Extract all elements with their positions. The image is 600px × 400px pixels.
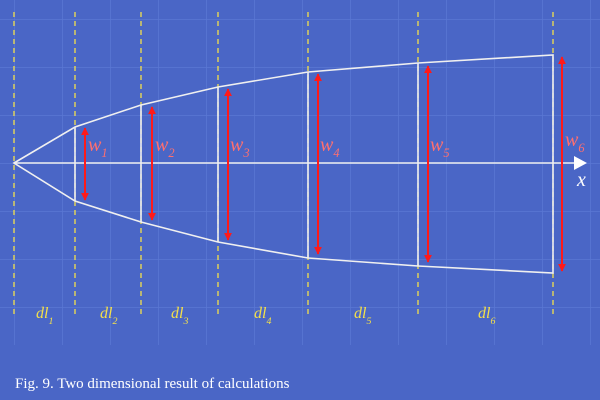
segment-label-index: 1	[48, 316, 53, 327]
width-label-symbol: w	[565, 129, 579, 151]
grid	[0, 0, 600, 345]
segment-label-symbol: dl	[254, 305, 267, 322]
segment-label: dl6	[478, 305, 495, 327]
segment-label-index: 5	[366, 316, 371, 327]
x-axis-arrow	[574, 156, 587, 170]
width-label-index: 1	[101, 146, 107, 160]
width-label: w4	[320, 134, 340, 160]
segment-label-index: 4	[266, 316, 271, 327]
width-label-index: 3	[242, 146, 249, 160]
width-label: w2	[155, 134, 175, 160]
width-label: w5	[430, 134, 450, 160]
segment-label-index: 6	[490, 316, 495, 327]
width-label-symbol: w	[230, 134, 244, 156]
width-label-index: 5	[443, 146, 449, 160]
segment-label-symbol: dl	[36, 305, 49, 322]
segment-label: dl2	[100, 305, 117, 327]
segment-label: dl4	[254, 305, 271, 327]
width-label-symbol: w	[88, 134, 102, 156]
segment-label-index: 2	[112, 316, 117, 327]
width-label-index: 2	[168, 146, 174, 160]
cross-sections	[74, 63, 419, 266]
width-label: w1	[88, 134, 108, 160]
width-label-index: 6	[578, 141, 585, 155]
segment-label: dl5	[354, 305, 371, 327]
caption: Fig. 9. Two dimensional result of calcul…	[15, 376, 290, 392]
width-label-symbol: w	[155, 134, 169, 156]
segment-label-symbol: dl	[100, 305, 113, 322]
outline	[12, 54, 554, 274]
segment-label-symbol: dl	[478, 305, 491, 322]
segment-label-index: 3	[182, 316, 188, 327]
segment-label: dl1	[36, 305, 53, 327]
segment-label-symbol: dl	[171, 305, 184, 322]
segment-label: dl3	[171, 305, 188, 327]
width-label: w6	[565, 129, 585, 155]
axis-label: x	[576, 169, 586, 191]
width-label: w3	[230, 134, 250, 160]
segment-label-symbol: dl	[354, 305, 367, 322]
width-label-index: 4	[333, 146, 339, 160]
width-label-symbol: w	[430, 134, 444, 156]
width-label-symbol: w	[320, 134, 334, 156]
